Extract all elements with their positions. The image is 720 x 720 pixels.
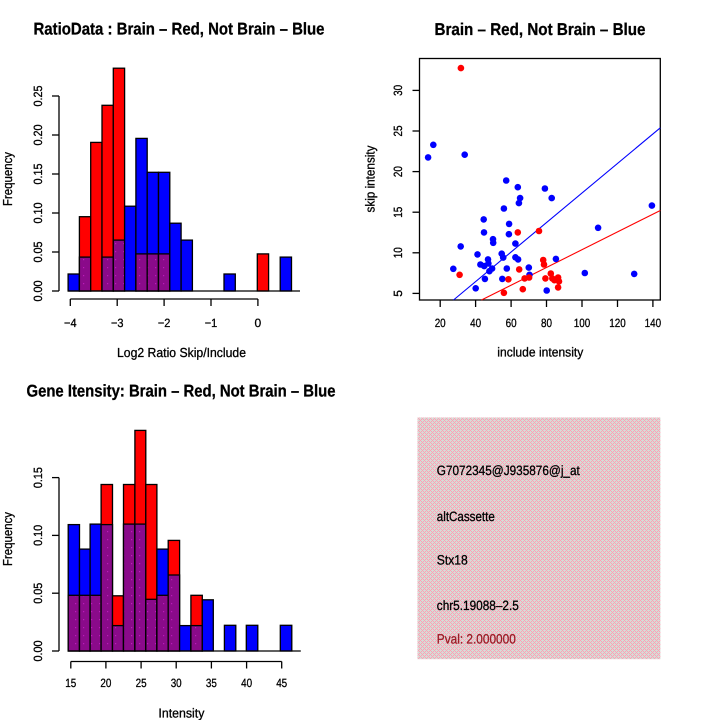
svg-text:0.25: 0.25 [31, 85, 45, 106]
svg-text:RatioData : Brain – Red, Not B: RatioData : Brain – Red, Not Brain – Blu… [34, 20, 325, 39]
svg-text:120: 120 [609, 316, 626, 330]
svg-text:15: 15 [65, 676, 76, 690]
svg-text:skip intensity: skip intensity [363, 145, 378, 212]
svg-text:10: 10 [391, 247, 405, 258]
svg-text:5: 5 [391, 290, 405, 297]
svg-text:80: 80 [541, 316, 552, 330]
svg-text:Intensity: Intensity [158, 706, 204, 720]
svg-text:30: 30 [171, 676, 182, 690]
svg-text:Gene Itensity: Brain – Red, No: Gene Itensity: Brain – Red, Not Brain – … [27, 382, 336, 401]
svg-text:G7072345@J935876@j_at: G7072345@J935876@j_at [437, 463, 580, 478]
svg-text:15: 15 [391, 206, 405, 217]
svg-text:0.15: 0.15 [31, 163, 45, 184]
svg-text:−1: −1 [205, 316, 218, 330]
svg-text:25: 25 [391, 125, 405, 136]
svg-text:0.10: 0.10 [31, 525, 45, 546]
svg-text:Frequency: Frequency [0, 152, 15, 206]
svg-text:140: 140 [645, 316, 662, 330]
svg-text:100: 100 [574, 316, 591, 330]
svg-text:−3: −3 [111, 316, 124, 330]
svg-text:altCassette: altCassette [437, 509, 495, 524]
svg-text:25: 25 [136, 676, 147, 690]
svg-text:Log2 Ratio Skip/Include: Log2 Ratio Skip/Include [117, 345, 246, 360]
svg-text:0.20: 0.20 [31, 124, 45, 145]
svg-text:40: 40 [241, 676, 252, 690]
svg-text:45: 45 [276, 676, 287, 690]
svg-text:35: 35 [206, 676, 217, 690]
svg-text:0.05: 0.05 [31, 582, 45, 603]
svg-text:20: 20 [100, 676, 111, 690]
svg-text:0.00: 0.00 [31, 640, 45, 661]
svg-text:0: 0 [255, 316, 262, 330]
svg-text:0.05: 0.05 [31, 241, 45, 262]
svg-text:Stx18: Stx18 [437, 553, 468, 568]
svg-text:Pval: 2.000000: Pval: 2.000000 [437, 631, 516, 646]
svg-text:0.10: 0.10 [31, 202, 45, 223]
svg-text:20: 20 [435, 316, 446, 330]
svg-text:20: 20 [391, 166, 405, 177]
svg-text:60: 60 [506, 316, 517, 330]
svg-text:30: 30 [391, 85, 405, 96]
svg-text:Frequency: Frequency [0, 512, 15, 566]
svg-text:Brain – Red, Not Brain – Blue: Brain – Red, Not Brain – Blue [435, 20, 646, 39]
svg-text:−2: −2 [158, 316, 171, 330]
svg-text:include intensity: include intensity [497, 345, 583, 360]
svg-text:0.00: 0.00 [31, 280, 45, 301]
svg-text:chr5.19088–2.5: chr5.19088–2.5 [437, 598, 519, 613]
svg-text:0.15: 0.15 [31, 467, 45, 488]
svg-text:40: 40 [470, 316, 481, 330]
svg-text:−4: −4 [64, 316, 77, 330]
